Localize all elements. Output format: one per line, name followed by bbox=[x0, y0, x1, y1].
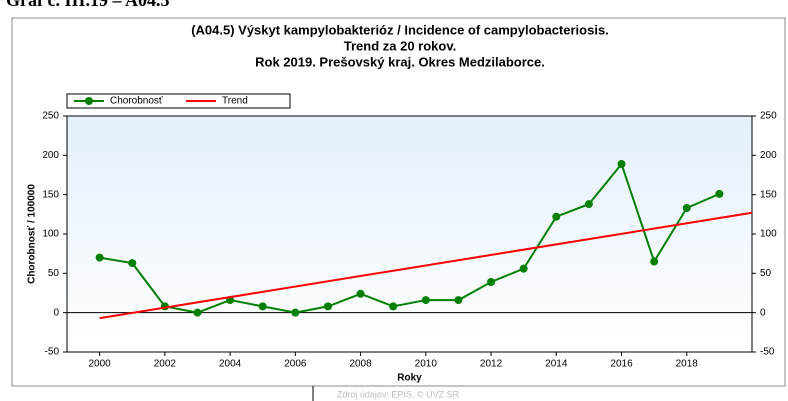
data-point bbox=[389, 302, 398, 311]
source: Zdroj údajov: EPIS. © ÚVZ SR bbox=[337, 389, 460, 399]
data-point bbox=[95, 253, 104, 262]
data-point bbox=[487, 277, 496, 286]
y2-tick-label: 50 bbox=[760, 268, 772, 279]
data-point bbox=[682, 204, 691, 213]
y2-tick-label: 250 bbox=[760, 111, 777, 122]
y-tick-label: 250 bbox=[42, 111, 59, 122]
legend-label: Trend bbox=[222, 96, 248, 107]
data-point bbox=[650, 257, 659, 266]
data-point bbox=[323, 302, 332, 311]
x-tick-label: 2012 bbox=[480, 359, 503, 370]
heading: Graf č. III.19 – A04.5 bbox=[6, 0, 170, 10]
y-tick-label: 50 bbox=[48, 268, 60, 279]
y-tick-label: -50 bbox=[45, 347, 60, 358]
x-tick-label: 2004 bbox=[219, 359, 242, 370]
x-tick-label: 2008 bbox=[349, 359, 372, 370]
legend-label: Chorobnosť bbox=[110, 96, 163, 107]
chart-title: Trend za 20 rokov. bbox=[344, 38, 456, 53]
data-point bbox=[291, 308, 300, 317]
data-point bbox=[356, 289, 365, 298]
legend bbox=[66, 93, 291, 109]
y2-tick-label: 0 bbox=[760, 307, 766, 318]
x-tick-label: 2018 bbox=[676, 359, 699, 370]
data-point bbox=[454, 296, 463, 305]
y2-tick-label: 100 bbox=[760, 229, 777, 240]
x-tick-label: 2014 bbox=[545, 359, 568, 370]
x-tick-label: 2006 bbox=[284, 359, 307, 370]
x-axis-label: Roky bbox=[397, 373, 422, 384]
data-point bbox=[128, 259, 137, 268]
y2-tick-label: 150 bbox=[760, 189, 777, 200]
y2-tick-label: -50 bbox=[760, 347, 775, 358]
x-tick-label: 2002 bbox=[154, 359, 177, 370]
y-tick-label: 0 bbox=[53, 307, 59, 318]
y-tick-label: 200 bbox=[42, 150, 59, 161]
y2-tick-label: 200 bbox=[760, 150, 777, 161]
plot-area bbox=[66, 115, 753, 353]
chart-title: Rok 2019. Prešovský kraj. Okres Medzilab… bbox=[255, 54, 545, 69]
data-point bbox=[617, 159, 626, 168]
chart-title: (A04.5) Výskyt kampylobakterióz / Incide… bbox=[191, 22, 609, 37]
legend-marker bbox=[85, 97, 93, 105]
data-point bbox=[258, 302, 267, 311]
y-axis-label: Chorobnosť / 100000 bbox=[27, 184, 38, 284]
x-tick-label: 2010 bbox=[415, 359, 438, 370]
data-point bbox=[421, 296, 430, 305]
y-tick-label: 100 bbox=[42, 229, 59, 240]
data-point bbox=[715, 189, 724, 198]
y-tick-label: 150 bbox=[42, 189, 59, 200]
series-line bbox=[99, 161, 720, 314]
data-point bbox=[552, 212, 561, 221]
x-tick-label: 2016 bbox=[610, 359, 633, 370]
series-line bbox=[99, 211, 753, 320]
x-tick-label: 2000 bbox=[88, 359, 111, 370]
data-point bbox=[584, 200, 593, 209]
data-point bbox=[193, 308, 202, 317]
data-point bbox=[519, 264, 528, 273]
